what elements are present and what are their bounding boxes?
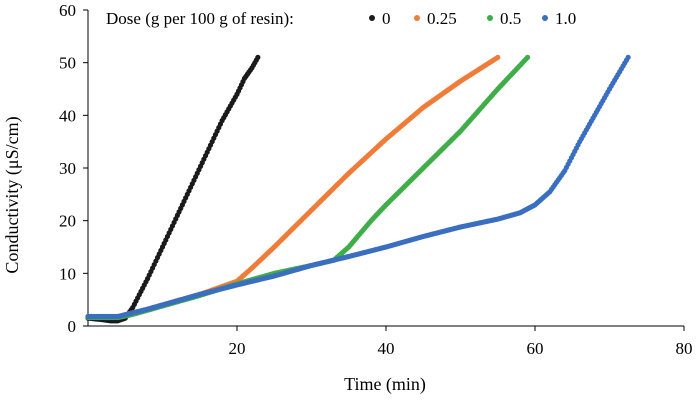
series-0 [85,54,261,324]
y-tick-label: 60 [59,1,76,20]
data-point [495,54,501,61]
x-tick-label: 20 [229,339,246,358]
legend-marker [369,15,375,21]
data-point [255,54,261,61]
legend-label: 0 [382,9,391,28]
x-tick-label: 80 [676,339,693,358]
y-tick-label: 30 [59,159,76,178]
plot-area [87,10,684,327]
x-axis: 20 40 60 80 [229,326,693,358]
y-tick-label: 10 [59,264,76,283]
x-tick-label: 40 [378,339,395,358]
legend: Dose (g per 100 g of resin): 0 0.25 0.5 1.0 [106,9,576,28]
data-point [625,54,631,61]
legend-label: 0.25 [427,9,457,28]
y-tick-label: 40 [59,106,76,125]
legend-label: 0.5 [500,9,521,28]
series-1.0 [85,54,631,320]
y-axis-title: Conductivity (μS/cm) [2,116,23,273]
legend-marker [542,15,548,21]
legend-label: 1.0 [555,9,576,28]
x-tick-label: 60 [527,339,544,358]
series-0.5 [85,54,531,321]
legend-marker [487,15,493,21]
y-tick-label: 0 [68,317,77,336]
x-axis-title: Time (min) [344,374,426,395]
legend-title: Dose (g per 100 g of resin): [106,9,294,28]
data-point [524,54,531,61]
y-tick-label: 50 [59,54,76,73]
y-tick-label: 20 [59,212,76,231]
series-layer [85,54,631,324]
y-axis: 0 10 20 30 40 50 60 [59,1,88,336]
legend-marker [414,15,420,21]
